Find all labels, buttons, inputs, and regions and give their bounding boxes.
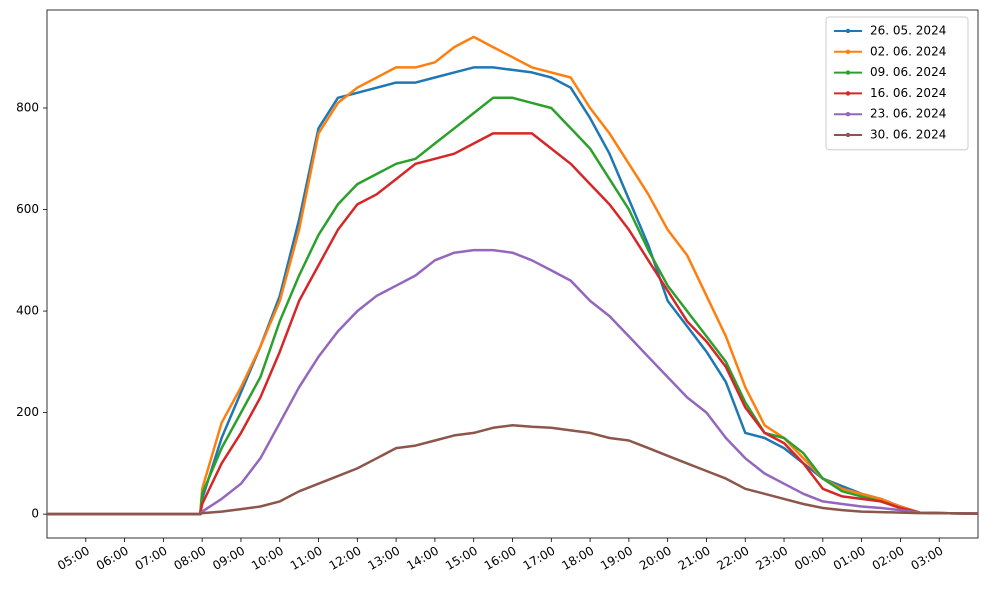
legend-marker (845, 112, 851, 117)
legend-label: 30. 06. 2024 (870, 128, 946, 142)
legend-label: 23. 06. 2024 (870, 107, 946, 121)
legend-box (825, 16, 969, 151)
legend-marker (845, 132, 851, 138)
x-tick-label: 19:00 (598, 544, 635, 573)
x-tick-label: 15:00 (443, 544, 480, 573)
legend-label: 16. 06. 2024 (870, 86, 946, 100)
x-tick-label: 13:00 (365, 544, 402, 573)
legend-marker (845, 70, 851, 75)
x-tick-label: 12:00 (327, 544, 364, 573)
legend-marker (845, 49, 851, 54)
series-line (47, 132, 979, 516)
legend-label: 26. 05. 2024 (870, 24, 946, 38)
y-tick-label: 800 (16, 100, 39, 114)
legend-label: 02. 06. 2024 (870, 44, 946, 58)
x-tick-label: 01:00 (831, 544, 868, 573)
x-tick-label: 10:00 (249, 544, 286, 573)
x-tick-label: 07:00 (133, 544, 170, 573)
x-tick-label: 03:00 (908, 544, 945, 573)
y-tick-label: 200 (16, 405, 39, 419)
x-tick-label: 08:00 (171, 544, 208, 573)
x-tick-label: 14:00 (404, 544, 441, 573)
legend-marker (845, 91, 851, 96)
series-line (47, 248, 979, 516)
y-tick-label: 0 (31, 507, 39, 521)
x-tick-label: 16:00 (482, 544, 519, 573)
x-tick-label: 02:00 (870, 544, 907, 573)
y-tick-label: 400 (16, 304, 39, 318)
y-tick-label: 600 (16, 202, 39, 216)
x-tick-label: 09:00 (210, 544, 247, 573)
x-tick-label: 22:00 (715, 544, 752, 573)
x-tick-label: 05:00 (55, 544, 92, 573)
legend-marker (845, 28, 851, 34)
x-tick-label: 21:00 (676, 544, 713, 573)
x-tick-label: 00:00 (792, 544, 829, 573)
x-tick-label: 06:00 (94, 544, 131, 573)
x-tick-label: 11:00 (288, 544, 325, 573)
series-line (47, 424, 979, 516)
series-line (47, 96, 979, 516)
legend-label: 09. 06. 2024 (870, 65, 946, 79)
x-tick-label: 18:00 (559, 544, 596, 573)
x-tick-label: 23:00 (753, 544, 790, 573)
x-tick-label: 20:00 (637, 544, 674, 573)
x-tick-label: 17:00 (521, 544, 558, 573)
